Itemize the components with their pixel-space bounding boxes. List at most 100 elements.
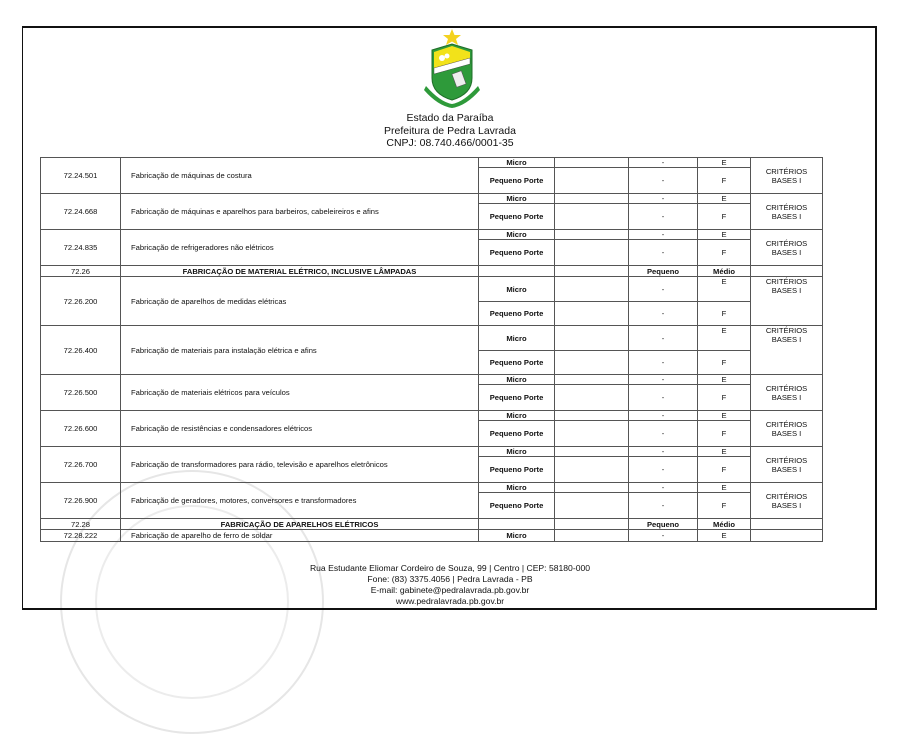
class-cell: E (697, 229, 751, 240)
class-cell: E (697, 325, 751, 351)
table-row: 72.26.200 Fabricação de aparelhos de medi… (40, 276, 823, 326)
class-cell: F (697, 420, 751, 447)
activity-code: 72.24.668 (40, 193, 121, 230)
value-cell: - (628, 350, 698, 375)
table-row: Pequeno Porte - F (41, 301, 823, 326)
value-cell: - (628, 193, 698, 204)
activity-description: Fabricação de aparelhos de medidas elétr… (120, 276, 479, 326)
table-row: 72.26.700 Fabricação de transformadores p… (40, 446, 823, 483)
empty-cell (554, 276, 629, 302)
table-row: 72.26.600 Fabricação de resistências e co… (40, 410, 823, 447)
table-row: 72.28.222 Fabricação de aparelho de ferro… (40, 529, 823, 542)
empty-cell (554, 157, 629, 168)
empty-cell (554, 350, 629, 375)
value-cell: - (628, 492, 698, 519)
porte-cell: Micro (478, 374, 555, 385)
section-row: 72.26 FABRICAÇÃO DE MATERIAL ELÉTRICO, IN… (40, 265, 823, 277)
porte-cell: Pequeno Porte (478, 492, 555, 519)
value-cell: - (628, 157, 698, 168)
activity-code: 72.26.500 (40, 374, 121, 411)
state-name: Estado da Paraíba (406, 112, 494, 124)
activity-code: 72.24.501 (40, 157, 121, 194)
porte-cell: Pequeno Porte (478, 239, 555, 266)
porte-cell (478, 265, 555, 277)
porte-cell: Pequeno Porte (478, 167, 555, 194)
page-frame (22, 26, 877, 610)
activity-description: Fabricação de materiais elétricos para v… (120, 374, 479, 411)
value-cell: - (628, 446, 698, 457)
table-row: 72.26.400 Fabricação de materiais para in… (40, 325, 823, 375)
empty-cell (554, 203, 629, 230)
footer-address: Rua Estudante Eliomar Cordeiro de Souza,… (309, 563, 591, 573)
class-cell: F (697, 492, 751, 519)
value-cell: - (628, 482, 698, 493)
table-row: 72.26.500 Fabricação de materiais elétric… (40, 374, 823, 411)
activity-description: Fabricação de resistências e condensador… (120, 410, 479, 447)
table-row: Pequeno Porte - F (41, 203, 823, 230)
value-cell: - (628, 229, 698, 240)
class-cell: E (697, 193, 751, 204)
empty-cell (554, 482, 629, 493)
value-cell: - (628, 276, 698, 302)
footer-phone: Fone: (83) 3375.4056 | Pedra Lavrada - P… (367, 574, 533, 584)
size-header-medium: Médio (697, 518, 751, 530)
criteria-cell (750, 265, 823, 277)
table-row: 72.24.835 Fabricação de refrigeradores nã… (40, 229, 823, 266)
criteria-cell: CRITÉRIOS BASES I (750, 157, 823, 194)
empty-cell (554, 492, 629, 519)
table-row: 72.24.501 Fabricação de máquinas de costu… (40, 157, 823, 194)
activity-description: Fabricação de transformadores para rádio… (120, 446, 479, 483)
porte-cell: Micro (478, 229, 555, 240)
porte-cell: Pequeno Porte (478, 301, 555, 326)
porte-cell: Micro (478, 325, 555, 351)
empty-cell (554, 456, 629, 483)
document-header: Estado da Paraíba Prefeitura de Pedra La… (0, 112, 900, 150)
empty-cell (554, 529, 629, 542)
table-row: Pequeno Porte - F (41, 239, 823, 266)
footer-email[interactable]: E-mail: gabinete@pedralavrada.pb.gov.br (370, 585, 530, 595)
activity-code: 72.26.900 (40, 482, 121, 519)
value-cell: - (628, 456, 698, 483)
empty-cell (554, 410, 629, 421)
class-cell: E (697, 482, 751, 493)
size-header-small: Pequeno (628, 518, 698, 530)
class-cell: E (697, 446, 751, 457)
document-footer: Rua Estudante Eliomar Cordeiro de Souza,… (0, 563, 900, 607)
class-cell: F (697, 239, 751, 266)
porte-cell: Micro (478, 482, 555, 493)
empty-cell (554, 229, 629, 240)
empty-cell (554, 518, 629, 530)
class-cell: E (697, 410, 751, 421)
criteria-cell: CRITÉRIOS BASES I (750, 482, 823, 519)
value-cell: - (628, 325, 698, 351)
class-cell: F (697, 167, 751, 194)
class-cell: E (697, 157, 751, 168)
city-hall-name: Prefeitura de Pedra Lavrada (384, 124, 516, 137)
value-cell: - (628, 410, 698, 421)
table-row: 72.24.668 Fabricação de máquinas e aparel… (40, 193, 823, 230)
activity-code: 72.26.200 (40, 276, 121, 326)
criteria-cell (750, 529, 823, 542)
activity-description: Fabricação de máquinas de costura (120, 157, 479, 194)
table-row: Pequeno Porte - F (41, 492, 823, 519)
activity-code: 72.28.222 (40, 529, 121, 542)
class-cell: F (697, 384, 751, 411)
criteria-cell: CRITÉRIOS BASES I (750, 193, 823, 230)
activity-table: 72.24.501 Fabricação de máquinas de costu… (40, 157, 823, 542)
value-cell: - (628, 239, 698, 266)
empty-cell (554, 167, 629, 194)
activity-code: 72.26.600 (40, 410, 121, 447)
size-header-small: Pequeno (628, 265, 698, 277)
section-row: 72.28 FABRICAÇÃO DE APARELHOS ELÉTRICOS Pe… (40, 518, 823, 530)
municipal-coat-of-arms-logo (424, 29, 480, 108)
criteria-cell: CRITÉRIOS BASES I (750, 325, 823, 375)
porte-cell: Micro (478, 157, 555, 168)
activity-description: Fabricação de máquinas e aparelhos para … (120, 193, 479, 230)
porte-cell: Pequeno Porte (478, 350, 555, 375)
footer-website[interactable]: www.pedralavrada.pb.gov.br (395, 596, 505, 606)
activity-description: Fabricação de refrigeradores não elétric… (120, 229, 479, 266)
section-title: FABRICAÇÃO DE MATERIAL ELÉTRICO, INCLUSI… (120, 265, 479, 277)
empty-cell (554, 446, 629, 457)
criteria-cell: CRITÉRIOS BASES I (750, 229, 823, 266)
activity-code: 72.26.700 (40, 446, 121, 483)
